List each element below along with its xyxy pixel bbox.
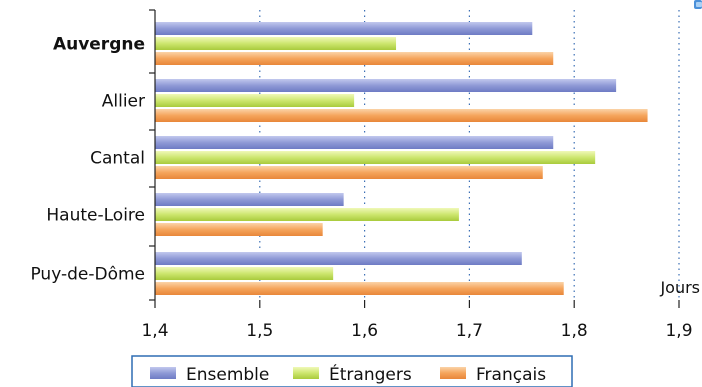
bars <box>155 22 648 295</box>
bar-franais-4 <box>155 282 564 295</box>
legend-label: Ensemble <box>186 365 269 385</box>
category-label: Allier <box>102 92 145 112</box>
legend-swatch <box>440 367 466 379</box>
x-tick-labels: 1,4 1,5 1,6 1,7 1,8 1,9 <box>141 321 692 341</box>
x-tick-label: 1,8 <box>561 321 588 341</box>
legend: Ensemble Étrangers Français <box>131 355 573 387</box>
legend-swatch <box>293 367 319 379</box>
category-label: Auvergne <box>53 35 145 55</box>
legend-swatch <box>150 367 176 379</box>
bar-trangers-0 <box>155 37 397 50</box>
category-label: Cantal <box>90 149 145 169</box>
bar-ensemble-3 <box>155 193 344 206</box>
x-tick-label: 1,5 <box>246 321 273 341</box>
bar-franais-2 <box>155 166 543 179</box>
legend-label: Français <box>476 365 546 385</box>
category-label: Puy-de-Dôme <box>30 265 145 285</box>
bar-ensemble-1 <box>155 79 617 92</box>
x-axis-unit-label: Jours <box>659 278 700 297</box>
y-axis <box>149 9 680 308</box>
bar-franais-1 <box>155 109 648 122</box>
corner-icon <box>694 0 702 9</box>
x-tick-label: 1,7 <box>456 321 483 341</box>
x-tick-label: 1,9 <box>665 321 692 341</box>
category-labels: Auvergne Allier Cantal Haute-Loire Puy-de-Dô… <box>30 35 145 285</box>
bar-ensemble-2 <box>155 136 554 149</box>
bar-trangers-4 <box>155 267 334 280</box>
x-tick-label: 1,6 <box>351 321 378 341</box>
x-tick-label: 1,4 <box>141 321 168 341</box>
bar-franais-0 <box>155 52 554 65</box>
category-label: Haute-Loire <box>46 206 145 226</box>
bar-trangers-3 <box>155 208 459 221</box>
legend-box <box>131 355 573 387</box>
bar-ensemble-0 <box>155 22 533 35</box>
bar-trangers-2 <box>155 151 596 164</box>
bar-franais-3 <box>155 223 323 236</box>
bar-trangers-1 <box>155 94 355 107</box>
bar-ensemble-4 <box>155 252 522 265</box>
legend-label: Étrangers <box>329 363 412 385</box>
